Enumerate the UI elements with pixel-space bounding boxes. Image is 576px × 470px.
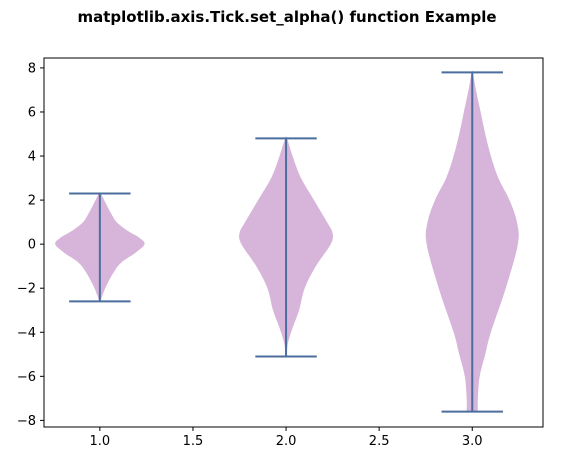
- violin-lines: [69, 71, 503, 413]
- y-tick-label-2: −6: [17, 370, 36, 385]
- y-tick-label-9: 8: [28, 61, 36, 76]
- x-tick-label-5: 3.0: [462, 434, 483, 449]
- x-tick-label-4: 2.5: [369, 434, 390, 449]
- y-tick-label-8: 6: [28, 105, 36, 120]
- y-tick-label-3: −4: [17, 326, 36, 341]
- x-tick-label-3: 2.0: [276, 434, 297, 449]
- y-tick-label-7: 4: [28, 150, 36, 165]
- y-tick-label-1: −8: [17, 414, 36, 429]
- x-axis: 1.0 1.5 2.0 2.5 3.0: [90, 427, 483, 449]
- plot-frame: [43, 57, 544, 428]
- x-tick-label-2: 1.5: [183, 434, 204, 449]
- y-tick-label-6: 2: [28, 194, 36, 209]
- x-tick-label-1: 1.0: [90, 434, 111, 449]
- y-axis: −8 −6 −4 −2 0 2 4 6 8: [17, 61, 44, 429]
- y-tick-label-4: −2: [17, 282, 36, 297]
- chart-title: matplotlib.axis.Tick.set_alpha() functio…: [77, 8, 496, 26]
- y-tick-label-5: 0: [28, 238, 36, 253]
